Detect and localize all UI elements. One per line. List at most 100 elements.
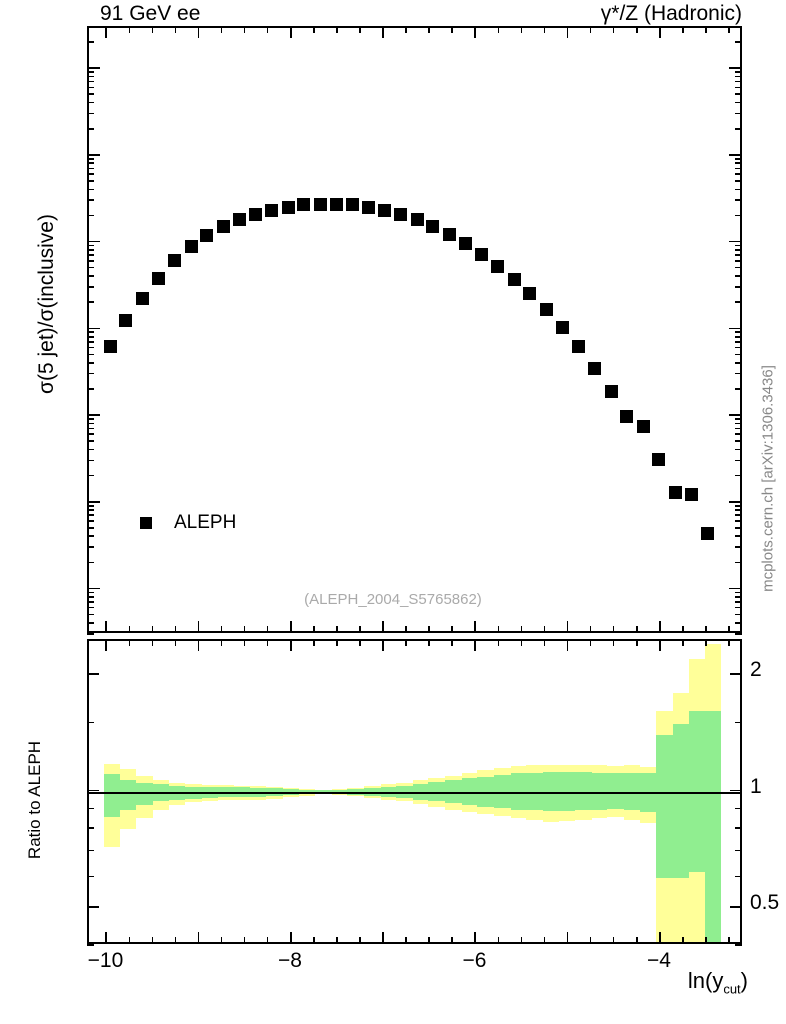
data-point-marker	[426, 220, 440, 234]
main-x-tick	[474, 26, 477, 38]
analysis-id-watermark: (ALEPH_2004_S5765862)	[304, 591, 482, 608]
ratio-x-tick	[520, 937, 523, 944]
main-y-tick	[735, 514, 742, 516]
data-point-marker	[217, 220, 231, 234]
ratio-y-tick	[735, 721, 742, 724]
ratio-y-tick	[735, 827, 742, 829]
ratio-y-tick	[735, 849, 742, 852]
legend-label-aleph: ALEPH	[174, 512, 237, 533]
data-point-marker	[652, 453, 666, 467]
ratio-x-tick	[174, 937, 177, 944]
main-y-tick	[87, 101, 94, 104]
main-y-tick	[87, 41, 94, 43]
ratio-y-tick	[730, 789, 742, 792]
main-y-tick	[87, 422, 94, 425]
ratio-x-tick	[289, 639, 292, 651]
ratio-band-inner	[380, 786, 397, 797]
ratio-y-tick	[735, 807, 742, 810]
x-tick-label: −8	[277, 949, 302, 972]
main-y-tick	[735, 112, 742, 115]
main-x-tick	[336, 626, 338, 633]
ratio-x-tick	[220, 937, 223, 944]
main-y-tick	[87, 335, 94, 338]
ratio-y-tick	[87, 721, 94, 724]
main-y-tick	[735, 331, 742, 334]
main-plot-frame	[87, 26, 742, 633]
main-y-tick	[735, 459, 742, 462]
main-y-tick	[87, 301, 94, 303]
main-y-tick	[735, 199, 742, 202]
data-point-marker	[232, 213, 246, 227]
main-y-tick	[87, 414, 100, 416]
ratio-band-inner	[705, 710, 721, 942]
ratio-band-inner	[493, 774, 511, 809]
main-y-tick	[87, 418, 94, 420]
ratio-x-tick	[313, 937, 315, 944]
main-y-tick	[87, 188, 94, 191]
main-y-tick	[735, 301, 742, 303]
main-y-tick	[87, 362, 94, 364]
main-y-tick	[87, 127, 94, 130]
main-y-tick	[735, 86, 742, 89]
main-y-tick	[87, 286, 94, 288]
main-y-tick	[735, 353, 742, 356]
ratio-x-tick	[151, 639, 154, 646]
main-y-tick	[735, 214, 742, 217]
ratio-band-inner	[461, 778, 478, 805]
main-y-tick	[735, 266, 742, 269]
main-y-tick	[87, 606, 94, 609]
ratio-y-tick	[87, 673, 99, 675]
ratio-x-tick	[197, 932, 200, 944]
main-x-tick	[612, 626, 615, 633]
ratio-y-tick	[87, 875, 94, 878]
main-y-tick	[735, 340, 742, 343]
data-point-marker	[684, 487, 698, 501]
main-y-tick	[735, 335, 742, 338]
ratio-x-tick	[382, 932, 384, 944]
main-y-tick	[87, 613, 94, 616]
main-y-tick	[729, 327, 742, 330]
main-y-tick	[87, 154, 100, 156]
data-point-marker	[636, 420, 650, 434]
x-tick-label: −10	[87, 949, 124, 972]
main-x-tick	[220, 626, 223, 633]
main-x-tick	[728, 626, 730, 633]
ratio-x-tick	[266, 937, 269, 944]
main-x-tick	[151, 626, 154, 633]
main-y-tick	[87, 249, 94, 251]
main-y-tick	[87, 535, 94, 538]
ratio-band-inner	[607, 773, 625, 809]
main-y-tick	[87, 86, 94, 89]
data-point-marker	[265, 203, 278, 217]
main-y-tick	[735, 613, 742, 616]
main-y-tick	[87, 509, 94, 511]
data-point-marker	[491, 259, 505, 273]
main-y-axis-title: σ(5 jet)/σ(inclusive)	[35, 214, 58, 394]
ratio-x-tick	[243, 937, 246, 944]
main-y-tick	[735, 26, 742, 28]
main-y-tick	[735, 622, 742, 624]
ratio-x-tick	[682, 937, 684, 944]
ratio-x-tick	[105, 639, 108, 651]
ratio-y-tick	[735, 944, 742, 946]
data-point-marker	[119, 314, 133, 328]
mcplots-watermark: mcplots.cern.ch [arXiv:1306.3436]	[759, 365, 777, 592]
ratio-x-tick	[428, 639, 430, 646]
main-x-tick	[313, 26, 315, 33]
data-point-marker	[458, 237, 472, 251]
data-point-marker	[168, 253, 182, 267]
main-x-tick	[428, 626, 430, 633]
ratio-band-inner	[526, 772, 543, 811]
main-x-tick	[451, 626, 453, 633]
main-x-tick	[174, 26, 177, 33]
main-y-tick	[735, 546, 742, 548]
main-y-tick	[87, 199, 94, 202]
ratio-x-tick	[359, 937, 361, 944]
x-tick-label: −6	[462, 949, 487, 972]
data-point-marker	[184, 240, 198, 254]
main-x-tick	[359, 26, 361, 33]
ratio-x-tick	[682, 639, 684, 646]
ratio-band-inner	[412, 783, 429, 800]
main-x-tick	[336, 26, 338, 33]
main-y-tick	[87, 244, 94, 247]
